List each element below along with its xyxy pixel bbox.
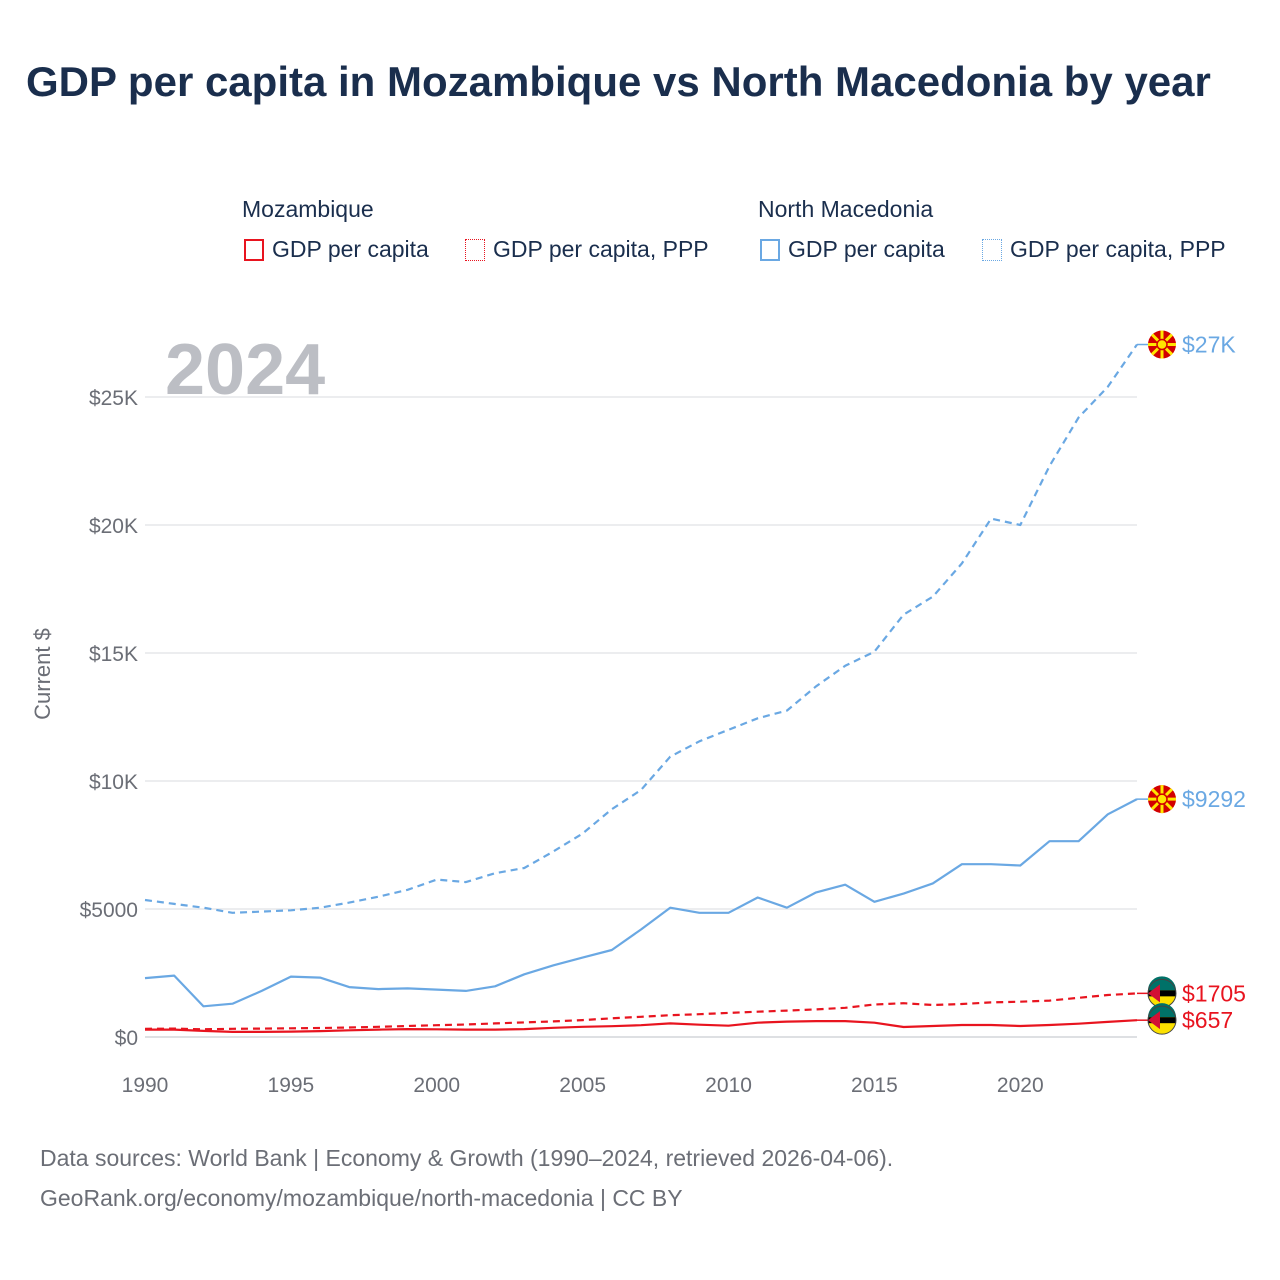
legend-item-label: GDP per capita [788, 236, 945, 262]
legend-item-label: GDP per capita [272, 236, 429, 262]
end-value-label: $9292 [1182, 786, 1246, 812]
legend-swatch-dotted [465, 238, 485, 261]
y-tick-label: $0 [115, 1027, 138, 1050]
legend-swatch-solid [760, 238, 780, 261]
y-axis-title: Current $ [30, 628, 55, 720]
legend-swatch-dotted [982, 238, 1002, 261]
legend-item-north-macedonia-gdp-ppp[interactable]: GDP per capita, PPP [982, 236, 1226, 263]
flag-band-green [1148, 1003, 1176, 1018]
flag-sun [1156, 793, 1168, 805]
end-value-label: $27K [1182, 332, 1236, 358]
series-line-mozambique-gdp-per-capita-ppp [144, 992, 1138, 1031]
x-tick-label: 2005 [559, 1074, 606, 1097]
flag-triangle [1148, 984, 1160, 1003]
series-line-north-macedonia-gdp-per-capita-ppp [144, 343, 1138, 914]
source-line-1: Data sources: World Bank | Economy & Gro… [40, 1145, 894, 1171]
flag-band-black [1148, 990, 1176, 997]
flag-band-green [1148, 976, 1176, 991]
legend-item-mozambique-gdp-ppp[interactable]: GDP per capita, PPP [465, 236, 709, 263]
end-value-label: $657 [1182, 1007, 1233, 1033]
gridlines [145, 396, 1137, 1038]
series-lines [144, 343, 1138, 1034]
flag-outline [1147, 1005, 1177, 1035]
x-tick-label: 2015 [851, 1074, 898, 1097]
y-tick-label: $15K [89, 643, 138, 666]
x-tick-label: 2020 [997, 1074, 1044, 1097]
y-tick-label: $10K [89, 771, 138, 794]
year-watermark: 2024 [165, 330, 325, 410]
x-axis: 1990 1995 2000 2005 2010 2015 2020 [122, 1074, 1044, 1097]
flag-sun [1156, 338, 1168, 351]
legend-item-label: GDP per capita, PPP [1010, 236, 1226, 262]
source-line-2[interactable]: GeoRank.org/economy/mozambique/north-mac… [40, 1185, 683, 1211]
flag-band-black [1148, 1017, 1176, 1024]
north-macedonia-flag-icon [1148, 785, 1176, 814]
x-tick-label: 2010 [705, 1074, 752, 1097]
legend-swatch-solid [244, 238, 264, 261]
flag-triangle [1148, 1011, 1160, 1030]
y-tick-label: $25K [89, 387, 138, 410]
x-tick-label: 1995 [268, 1074, 315, 1097]
chart-title: GDP per capita in Mozambique vs North Ma… [26, 58, 1211, 105]
legend-group-mozambique: Mozambique [242, 196, 374, 222]
end-markers: $27K $9292 $1705$657 [1137, 330, 1246, 1035]
north-macedonia-flag-icon [1148, 330, 1176, 359]
series-line-north-macedonia-gdp-per-capita [144, 798, 1138, 1008]
y-tick-label: $5000 [80, 899, 138, 922]
mozambique-flag-icon [1147, 976, 1177, 1008]
mozambique-flag-icon [1147, 1003, 1177, 1035]
legend-item-label: GDP per capita, PPP [493, 236, 709, 262]
y-axis: $0 $5000 $10K $15K $20K $25K [80, 387, 138, 1050]
source-note: Data sources: World Bank | Economy & Gro… [40, 1138, 893, 1218]
x-tick-label: 1990 [122, 1074, 169, 1097]
x-tick-label: 2000 [413, 1074, 460, 1097]
legend-item-mozambique-gdp[interactable]: GDP per capita [244, 236, 429, 263]
legend-group-north-macedonia: North Macedonia [758, 196, 934, 222]
end-value-label: $1705 [1182, 980, 1246, 1006]
y-tick-label: $20K [89, 515, 138, 538]
legend-item-north-macedonia-gdp[interactable]: GDP per capita [760, 236, 945, 263]
series-line-mozambique-gdp-per-capita [145, 1019, 1138, 1034]
